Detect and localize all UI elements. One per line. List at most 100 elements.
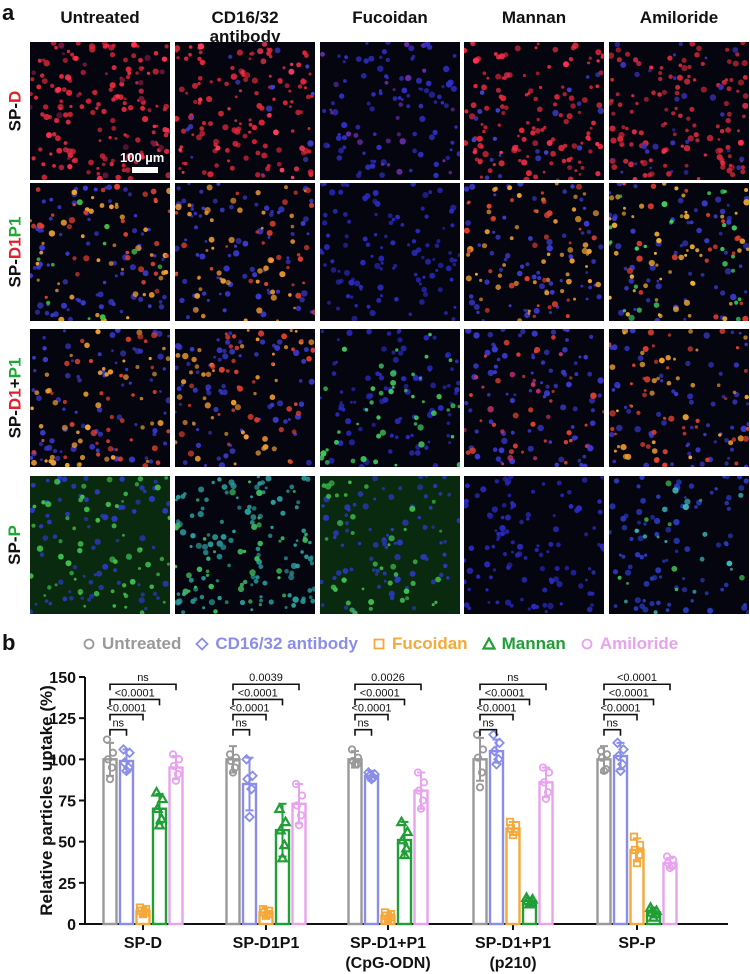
column-header-line: Untreated	[60, 8, 140, 27]
data-point	[242, 773, 253, 785]
data-point	[150, 785, 163, 797]
significance-label: <0.0001	[476, 703, 516, 715]
data-point	[398, 848, 411, 860]
data-point	[138, 910, 148, 919]
significance-label: <0.0001	[600, 703, 640, 715]
row-label-part: SP-	[4, 259, 24, 288]
x-tick-label: SP-D1+P1	[475, 935, 551, 952]
row-label-part: SP-	[4, 536, 24, 565]
data-point	[244, 811, 255, 823]
data-point	[613, 750, 624, 762]
data-point	[103, 755, 113, 764]
bar	[662, 861, 678, 926]
panel-b-label: b	[2, 630, 16, 655]
data-point	[105, 774, 115, 784]
legend-marker-icon	[373, 638, 385, 650]
significance-bracket	[479, 683, 547, 691]
column-header: CD16/32 antibody	[175, 8, 315, 46]
data-point	[418, 796, 428, 805]
data-point	[350, 760, 360, 769]
legend-marker-icon	[195, 637, 210, 651]
column-header-line: Mannan	[501, 8, 567, 27]
data-point	[475, 783, 485, 792]
significance-label: ns	[137, 672, 149, 684]
bar	[363, 774, 380, 926]
significance-bracket	[603, 713, 638, 721]
column-header: Mannan	[464, 8, 604, 27]
bar	[612, 754, 629, 926]
y-tick-label: 25	[58, 876, 76, 893]
micrograph-image	[30, 42, 170, 180]
significance-bracket	[109, 698, 161, 706]
bar	[168, 766, 184, 926]
data-point	[477, 768, 487, 777]
significance-bracket	[232, 698, 284, 706]
data-point	[228, 768, 238, 777]
data-point	[612, 737, 623, 749]
significance-bracket	[354, 728, 373, 736]
significance-label: ns	[112, 718, 124, 730]
data-point	[489, 745, 500, 757]
row-label-part: P	[4, 525, 24, 537]
significance-bracket	[109, 683, 177, 691]
data-point	[634, 850, 644, 859]
data-point	[140, 908, 150, 917]
data-point	[347, 745, 357, 754]
data-point	[247, 770, 258, 782]
data-point	[473, 753, 483, 762]
row-label: SP-P	[5, 525, 25, 565]
y-tick-label: 125	[49, 711, 76, 728]
micrograph-image	[464, 476, 604, 614]
data-point	[263, 910, 273, 919]
significance-label: <0.0001	[238, 687, 278, 699]
significance-label: <0.0001	[106, 703, 146, 715]
micrograph-image	[320, 183, 460, 321]
significance-bracket	[109, 728, 128, 736]
data-point	[274, 823, 287, 835]
legend-label: Fucoidan	[392, 634, 468, 653]
legend-label: Amiloride	[599, 634, 679, 653]
column-header-line: Fucoidan	[352, 8, 428, 27]
legend-item: Mannan	[481, 634, 566, 654]
legend-item: Amiloride	[580, 634, 678, 654]
data-point	[413, 768, 423, 777]
data-point	[278, 838, 291, 850]
row-label-part: SP-	[4, 102, 24, 132]
micrograph-image	[30, 329, 170, 467]
y-tick-label: 75	[58, 794, 76, 811]
data-point	[401, 825, 414, 837]
data-point	[169, 761, 179, 771]
legend-marker-icon	[581, 638, 593, 650]
significance-label: <0.0001	[617, 672, 657, 684]
significance-bracket	[354, 698, 406, 706]
bar	[596, 758, 612, 926]
data-point	[153, 818, 166, 830]
significance-bracket	[479, 728, 498, 736]
data-point	[246, 783, 257, 795]
column-header-line: antibody	[209, 27, 281, 46]
data-point	[508, 830, 518, 840]
x-tick-label: (CpG-ODN)	[345, 955, 430, 972]
significance-label: ns	[235, 718, 247, 730]
data-point	[168, 750, 178, 759]
data-point	[491, 758, 502, 770]
micrograph-image	[464, 183, 604, 321]
micrograph-image	[320, 329, 460, 467]
data-point	[544, 768, 554, 777]
row-label-part: SP-	[4, 410, 24, 439]
data-point	[297, 791, 307, 800]
data-point	[523, 897, 536, 909]
micrograph-image	[30, 476, 170, 614]
legend-item: CD16/32 antibody	[195, 634, 358, 654]
significance-bracket	[354, 713, 389, 721]
data-point	[156, 792, 169, 804]
significance-label: <0.0001	[115, 687, 155, 699]
significance-label: <0.0001	[609, 687, 649, 699]
significance-bracket	[603, 698, 655, 706]
data-point	[419, 778, 429, 787]
data-point	[615, 765, 626, 777]
significance-bracket	[232, 713, 267, 721]
data-point	[241, 753, 252, 765]
y-tick-label: 50	[58, 835, 76, 852]
data-point	[294, 821, 304, 830]
